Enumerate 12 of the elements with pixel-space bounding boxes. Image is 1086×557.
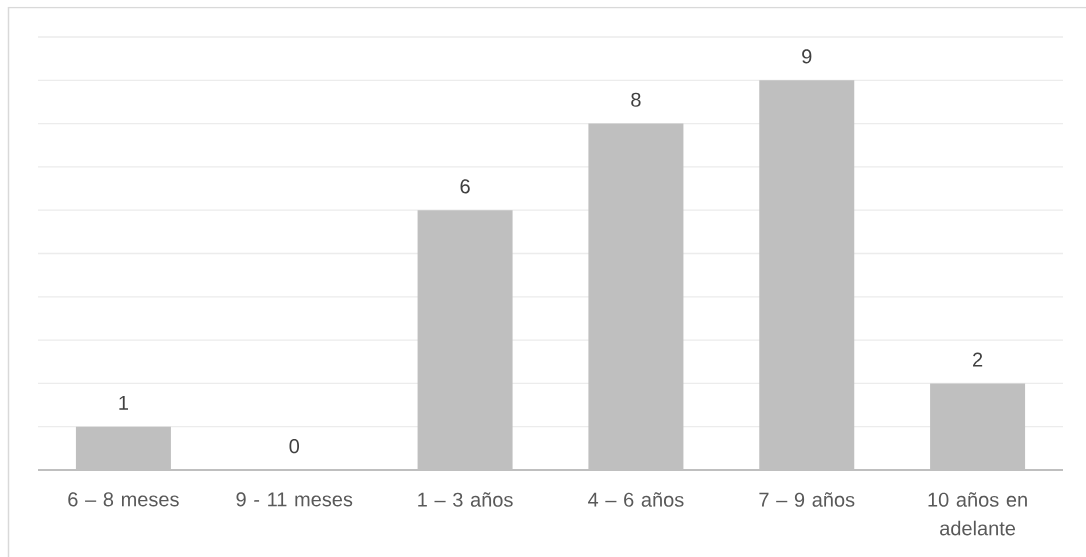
data-label: 1 (119, 395, 128, 410)
x-tick-label: 10 años en adelante (928, 492, 1027, 536)
x-tick-label: 4 – 6 años (588, 492, 684, 507)
data-label: 8 (631, 92, 641, 107)
x-tick-label: 1 – 3 años (418, 492, 513, 507)
x-tick-label: 9 - 11 meses (236, 492, 353, 507)
data-label: 6 (460, 179, 470, 194)
data-label: 2 (973, 352, 983, 367)
data-label: 9 (802, 49, 812, 64)
data-label: 0 (289, 439, 300, 454)
x-tick-label: 6 – 8 meses (68, 492, 179, 507)
x-tick-label: 7 – 9 años (759, 492, 855, 507)
